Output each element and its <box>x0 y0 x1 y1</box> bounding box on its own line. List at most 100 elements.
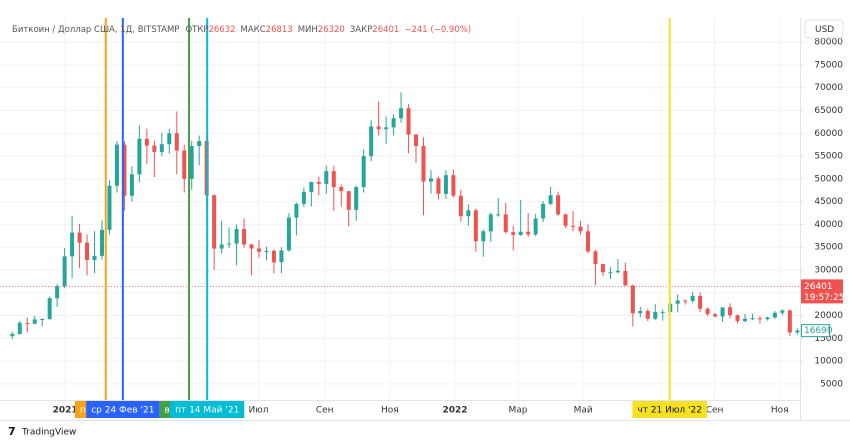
candle-body <box>615 270 620 273</box>
candle-body <box>780 310 785 313</box>
candle-body <box>458 195 463 217</box>
candle-body <box>100 229 105 256</box>
candle-body <box>32 319 37 324</box>
candle-body <box>47 298 52 319</box>
candle-body <box>10 333 15 337</box>
candle-body <box>40 318 45 320</box>
candle-body <box>391 118 396 128</box>
candle-body <box>660 311 665 313</box>
candle-body <box>451 175 456 196</box>
logo[interactable]: 𝟳 TradingView <box>8 425 76 438</box>
candle-body <box>55 286 60 299</box>
candle-body <box>212 195 217 249</box>
candle-body <box>735 315 740 322</box>
candle-body <box>488 214 493 232</box>
candle-body <box>399 108 404 119</box>
candle-body <box>414 134 419 147</box>
candle-body <box>406 108 411 135</box>
candle-body <box>85 242 90 260</box>
candle-body <box>107 185 112 230</box>
open-value: 26632 <box>208 25 235 35</box>
marker-label-box <box>170 401 245 418</box>
candle-body <box>630 285 635 314</box>
candle-body <box>533 218 538 235</box>
candle-body <box>25 322 30 324</box>
logo-mark: 𝟳 <box>8 425 16 438</box>
candle-body <box>600 264 605 273</box>
y-tick-label: 55000 <box>814 152 843 162</box>
candle-body <box>189 146 194 179</box>
y-tick-label: 35000 <box>814 243 843 253</box>
candle-body <box>772 312 777 318</box>
x-tick-label: Сен <box>316 406 334 416</box>
candle-body <box>653 311 658 319</box>
x-tick-label: Ноя <box>381 406 399 416</box>
candle-body <box>62 256 67 287</box>
candle-body <box>481 231 486 242</box>
candle-body <box>675 300 680 304</box>
y-tick-label: 50000 <box>814 174 843 184</box>
candle-body <box>787 310 792 333</box>
y-tick-label: 75000 <box>814 60 843 70</box>
marker-label-box <box>86 401 160 418</box>
candle-body <box>511 232 516 235</box>
candle-body <box>750 318 755 320</box>
marker-label-text: вт <box>165 406 176 416</box>
y-tick-label: 70000 <box>814 83 843 93</box>
candle-body <box>757 318 762 320</box>
candle-body <box>77 232 82 243</box>
candle-body <box>331 171 336 188</box>
candle-body <box>294 203 299 218</box>
candle-body <box>92 255 97 260</box>
candle-body <box>242 228 247 245</box>
y-tick-label: 10000 <box>814 357 843 367</box>
price-label: 26401 <box>804 282 833 292</box>
candle-body <box>742 318 747 322</box>
candle-body <box>159 144 164 152</box>
y-tick-label: 45000 <box>814 197 843 207</box>
marker-label-text: пт 14 Май '21 <box>175 406 239 416</box>
currency[interactable]: USD <box>815 25 834 35</box>
candle-body <box>548 195 553 204</box>
currency-button[interactable] <box>804 19 844 39</box>
candle-body <box>339 187 344 192</box>
candle-body <box>698 295 703 309</box>
candle-body <box>249 244 254 249</box>
plot <box>0 18 800 400</box>
candle-body <box>301 192 306 204</box>
y-tick-label: 15000 <box>814 334 843 344</box>
x-tick-label: Июл <box>248 406 268 416</box>
close-value: 26401 <box>372 25 399 35</box>
candle-body <box>795 330 800 333</box>
y-tick-label: 20000 <box>814 311 843 321</box>
x-tick-label: Ноя <box>771 406 789 416</box>
candle-body <box>167 133 172 145</box>
candle-body <box>309 182 314 193</box>
last-value-label: 16690 <box>804 326 833 336</box>
candle-body <box>683 300 688 302</box>
x-tick-label: Сен <box>706 406 724 416</box>
axes: 5000100001500020000250003000035000400004… <box>53 38 844 418</box>
candle-body <box>264 250 269 252</box>
countdown: 19:57:25 <box>804 293 844 303</box>
candle-body <box>376 126 381 130</box>
candle-body <box>526 231 531 235</box>
candle-body <box>137 138 142 175</box>
candle-body <box>645 311 650 319</box>
high-label: МАКС <box>241 25 266 35</box>
change: −241 (−0.90%) <box>404 25 471 35</box>
open-label: ОТКР <box>185 25 208 35</box>
candle-body <box>316 182 321 184</box>
candle-body <box>578 226 583 232</box>
candle-body <box>428 178 433 182</box>
candle-body <box>473 210 478 242</box>
candle-body <box>720 307 725 317</box>
candle-body <box>346 191 351 210</box>
candle-body <box>227 243 232 245</box>
candle-body <box>421 146 426 182</box>
y-tick-label: 5000 <box>820 379 843 389</box>
candle-body <box>70 232 75 257</box>
candle-body <box>541 203 546 219</box>
